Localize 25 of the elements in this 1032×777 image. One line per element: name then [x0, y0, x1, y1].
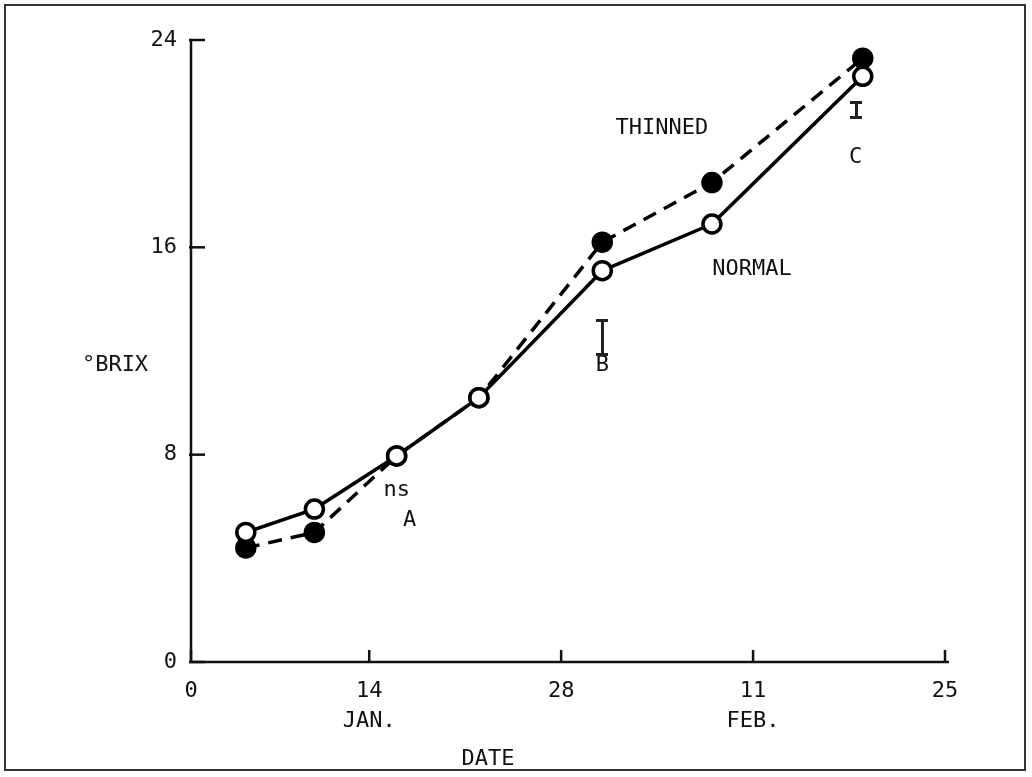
x-tick-label: 11 FEB.	[726, 676, 780, 732]
series-label: THINNED	[615, 114, 709, 140]
point	[303, 498, 326, 520]
point	[591, 231, 614, 253]
x-tick-label: 14 JAN.	[342, 676, 396, 732]
x-tick-label: 0	[184, 676, 198, 702]
point	[591, 259, 614, 282]
point	[303, 521, 326, 544]
series-label: NORMAL	[712, 254, 792, 280]
y-tick-label: 8	[163, 440, 177, 466]
y-tick-label: 16	[150, 233, 177, 259]
point	[852, 65, 874, 88]
y-tick-label: 0	[163, 647, 177, 673]
x-tick-label: 25	[931, 676, 959, 702]
point	[235, 521, 257, 544]
y-tick-label: 24	[150, 25, 177, 51]
annotation: C	[849, 143, 863, 168]
x-tick-label: 28	[547, 676, 575, 702]
point	[701, 171, 723, 194]
annotation: ns	[383, 475, 410, 501]
point	[852, 47, 874, 69]
y-axis-title: °BRIX	[81, 351, 149, 376]
annotation: A	[403, 505, 417, 531]
x-axis-title: DATE	[461, 745, 515, 770]
point	[701, 213, 723, 235]
